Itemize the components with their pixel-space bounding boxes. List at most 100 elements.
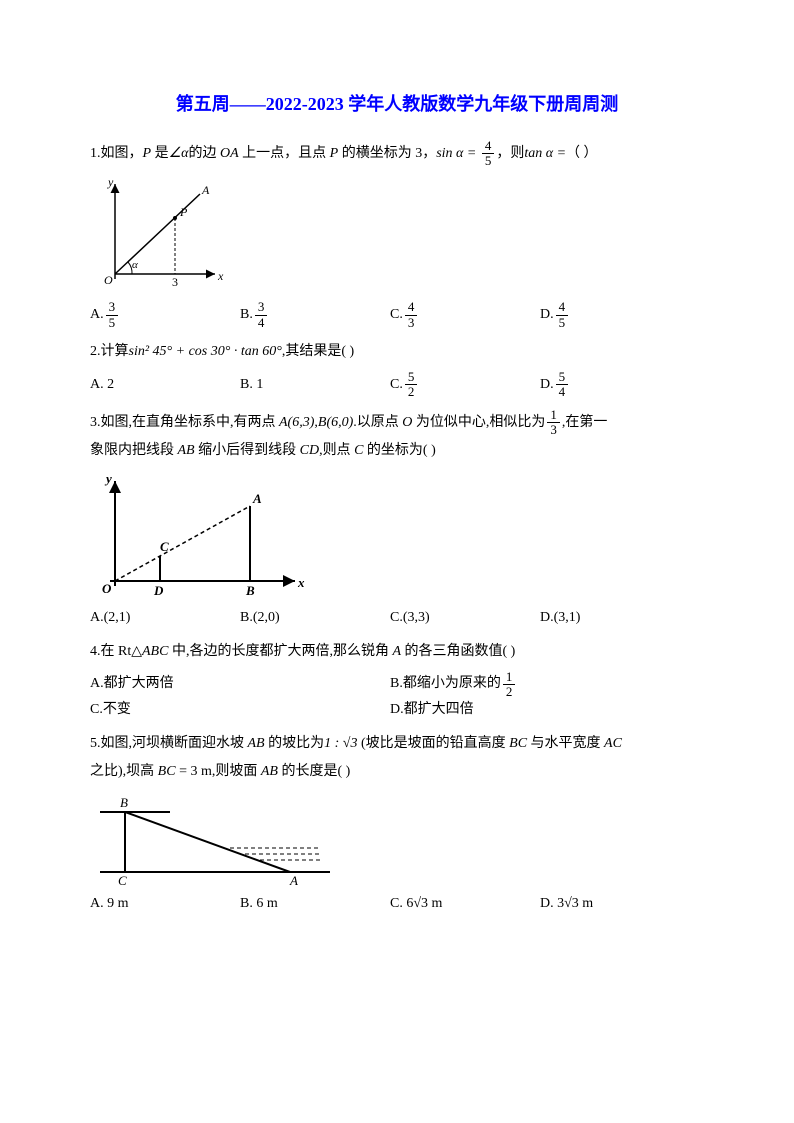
q1-optB-frac: 34 (255, 300, 268, 330)
q1-optC-label: C. (390, 304, 403, 326)
q2d-den: 4 (556, 385, 569, 399)
q5-ratio: 1 : √3 (324, 736, 357, 751)
q1-options: A.35 B.34 C.43 D.45 (90, 300, 704, 330)
q3-t5: 象限内把线段 (90, 443, 178, 458)
q2-optC-label: C. (390, 374, 403, 396)
q2-optB: B. 1 (240, 370, 390, 400)
q3-ratio: 13 (547, 408, 560, 438)
q3-rn: 1 (547, 408, 560, 423)
q5-t2: 的坡比为 (265, 736, 325, 751)
q4-t3: 的各三角函数值( ) (401, 644, 515, 659)
q4b-den: 2 (503, 685, 516, 699)
q1-optB-label: B. (240, 304, 253, 326)
q2-optC-frac: 52 (405, 370, 418, 400)
q4-ABC: ABC (142, 644, 168, 659)
q2-options: A. 2 B. 1 C.52 D.54 (90, 370, 704, 400)
q3-figure: y x O A B C D (90, 471, 704, 601)
q3-AB: AB (178, 443, 195, 458)
q1-optA-frac: 35 (106, 300, 119, 330)
page-title: 第五周——2022-2023 学年人教版数学九年级下册周周测 (90, 90, 704, 119)
q1-text: 1.如图，P 是∠α的边 OA 上一点，且点 P 的横坐标为 3，sin α =… (90, 139, 704, 169)
q5-t3: (坡比是坡面的铅直高度 (357, 736, 509, 751)
q4-optB: B.都缩小为原来的12 (390, 670, 690, 700)
fig3-A: A (252, 491, 262, 506)
q4-t2: 中,各边的长度都扩大两倍,那么锐角 (168, 644, 392, 659)
q2-optD: D.54 (540, 370, 690, 400)
fig3-y: y (104, 471, 112, 486)
q3-A: A(6,3) (279, 415, 314, 430)
q4-A: A (392, 644, 401, 659)
q3-optB: B.(2,0) (240, 607, 390, 629)
q1-sin: sin α = (436, 146, 476, 161)
q3-text: 3.如图,在直角坐标系中,有两点 A(6,3),B(6,0).以原点 O 为位似… (90, 408, 704, 466)
fig3-O: O (102, 581, 112, 596)
question-3: 3.如图,在直角坐标系中,有两点 A(6,3),B(6,0).以原点 O 为位似… (90, 408, 704, 630)
q2-t2: ,其结果是( ) (282, 344, 354, 359)
q5-t6: = 3 m,则坡面 (176, 764, 261, 779)
q4-optD: D.都扩大四倍 (390, 699, 690, 721)
q2-optD-frac: 54 (556, 370, 569, 400)
q5-AB: AB (248, 736, 265, 751)
q1-OA: OA (220, 146, 239, 161)
q1-angle: ∠α (169, 146, 189, 161)
q1-sin-frac: 45 (482, 139, 495, 169)
q1-figure: y x O A P 3 α (90, 174, 704, 294)
q1b-num: 3 (255, 300, 268, 315)
q3-t2: .以原点 (353, 415, 402, 430)
q5-AC: AC (604, 736, 622, 751)
question-2: 2.计算sin² 45° + cos 30° · tan 60°,其结果是( )… (90, 338, 704, 400)
q1-sin-num: 4 (482, 139, 495, 154)
fig1-P: P (179, 205, 188, 219)
question-4: 4.在 Rt△ABC 中,各边的长度都扩大两倍,那么锐角 A 的各三角函数值( … (90, 638, 704, 722)
q1-mid1: 是 (151, 146, 169, 161)
q3-optC: C.(3,3) (390, 607, 540, 629)
q3-optA: A.(2,1) (90, 607, 240, 629)
q2-expr: sin² 45° + cos 30° · tan 60° (129, 344, 282, 359)
q4-optB-frac: 12 (503, 670, 516, 700)
fig3-C: C (160, 539, 169, 554)
q5-BC: BC (509, 736, 527, 751)
q4-options: A.都扩大两倍 B.都缩小为原来的12 C.不变 D.都扩大四倍 (90, 670, 704, 722)
q5-figure: B C A (90, 792, 704, 887)
q4-t1: 4.在 Rt△ (90, 644, 142, 659)
q3-CD: CD (300, 443, 319, 458)
q5-t7: 的长度是( ) (278, 764, 350, 779)
q3-t7: ,则点 (319, 443, 354, 458)
q1-mid2: 的边 (188, 146, 220, 161)
q1-tan: tan α = (524, 146, 566, 161)
q3-t4: ,在第一 (562, 415, 608, 430)
q2-t1: 2.计算 (90, 344, 129, 359)
q4-optA: A.都扩大两倍 (90, 670, 390, 700)
fig5-A: A (289, 873, 298, 887)
fig5-C: C (118, 873, 127, 887)
q4-optC: C.不变 (90, 699, 390, 721)
q4b-num: 1 (503, 670, 516, 685)
fig1-alpha: α (132, 259, 138, 271)
q3-options: A.(2,1) B.(2,0) C.(3,3) D.(3,1) (90, 607, 704, 629)
q1d-den: 5 (556, 316, 569, 330)
fig1-x: x (217, 269, 224, 283)
fig1-A: A (201, 183, 210, 197)
q2-text: 2.计算sin² 45° + cos 30° · tan 60°,其结果是( ) (90, 338, 704, 366)
fig3-x: x (297, 575, 305, 590)
fig1-3: 3 (172, 275, 178, 289)
fig3-D: D (153, 583, 164, 598)
fig1-y: y (107, 175, 114, 189)
q1-optD-frac: 45 (556, 300, 569, 330)
q5-t5: 之比),坝高 (90, 764, 158, 779)
q5-optC: C. 6√3 m (390, 893, 540, 915)
q1a-num: 3 (106, 300, 119, 315)
fig3-B: B (245, 583, 255, 598)
q1-P2: P (330, 146, 339, 161)
q1-mid5: ，则 (496, 146, 524, 161)
q5-optA: A. 9 m (90, 893, 240, 915)
q1-mid4: 的横坐标为 3， (338, 146, 436, 161)
q5-t1: 5.如图,河坝横断面迎水坡 (90, 736, 248, 751)
q2d-num: 5 (556, 370, 569, 385)
q1-optA: A.35 (90, 300, 240, 330)
q5-options: A. 9 m B. 6 m C. 6√3 m D. 3√3 m (90, 893, 704, 915)
q5-optB: B. 6 m (240, 893, 390, 915)
q1-prefix: 1.如图， (90, 146, 143, 161)
q3-optD: D.(3,1) (540, 607, 690, 629)
q1-mid6: （ ） (566, 146, 598, 161)
